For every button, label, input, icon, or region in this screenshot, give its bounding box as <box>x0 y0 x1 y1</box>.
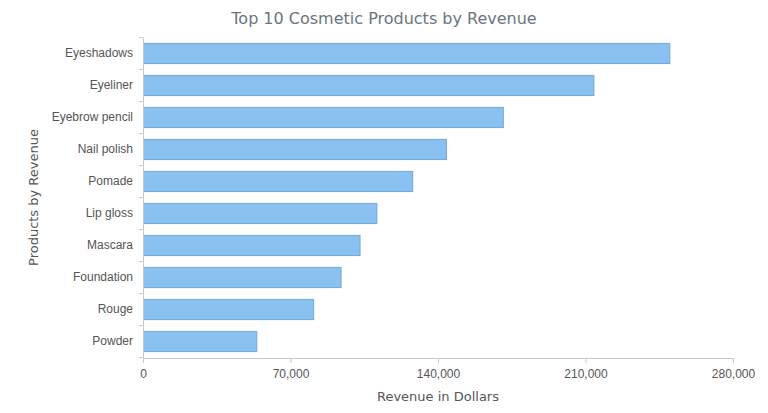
y-tick-label: Foundation <box>73 270 133 284</box>
y-tick: Eyeshadows <box>65 46 133 60</box>
chart-container: 070,000140,000210,000280,000EyeshadowsEy… <box>0 0 768 413</box>
y-tick-label: Eyeshadows <box>65 46 133 60</box>
x-axis: 0 70,000 140,000 210,000 280,000 <box>140 358 755 381</box>
x-tick-label: 0 <box>140 367 147 381</box>
y-tick-label: Eyeliner <box>90 78 133 92</box>
x-tick-mark <box>586 358 587 363</box>
y-axis: Eyeshadows Eyeliner Eyebrow pencil Nail pol… <box>52 38 144 359</box>
x-tick-label: 70,000 <box>273 367 310 381</box>
y-separator <box>139 37 143 38</box>
y-separator <box>139 357 143 358</box>
x-tick-label: 210,000 <box>564 367 608 381</box>
y-tick-label: Mascara <box>87 238 133 252</box>
bar <box>143 235 360 255</box>
bar <box>143 139 446 159</box>
y-tick: Powder <box>92 334 133 348</box>
y-tick: Foundation <box>73 270 133 284</box>
y-tick-label: Eyebrow pencil <box>52 110 133 124</box>
y-tick: Nail polish <box>78 142 133 156</box>
bar <box>143 171 413 191</box>
y-axis-line <box>143 38 144 359</box>
y-tick-label: Lip gloss <box>86 206 133 220</box>
y-separator <box>139 293 143 294</box>
x-tick: 70,000 <box>273 358 310 381</box>
x-tick: 280,000 <box>712 358 756 381</box>
x-axis-title: Revenue in Dollars <box>377 389 499 404</box>
y-tick: Eyeliner <box>90 78 133 92</box>
y-tick: Mascara <box>87 238 133 252</box>
y-tick: Rouge <box>98 302 134 316</box>
bar <box>143 299 314 319</box>
y-tick: Pomade <box>88 174 133 188</box>
y-separator <box>139 133 143 134</box>
bar <box>143 267 341 287</box>
y-separator <box>139 261 143 262</box>
x-tick: 140,000 <box>417 358 461 381</box>
y-tick-label: Powder <box>92 334 133 348</box>
bar <box>143 203 377 223</box>
y-tick: Eyebrow pencil <box>52 110 133 124</box>
y-tick: Lip gloss <box>86 206 133 220</box>
y-separator <box>139 165 143 166</box>
x-tick-mark <box>438 358 439 363</box>
bar <box>143 75 594 95</box>
x-tick-mark <box>733 358 734 363</box>
bar <box>143 107 503 127</box>
y-tick-label: Nail polish <box>78 142 133 156</box>
bar <box>143 43 670 63</box>
x-tick-label: 280,000 <box>712 367 756 381</box>
y-tick-label: Pomade <box>88 174 133 188</box>
plot: 070,000140,000210,000280,000EyeshadowsEy… <box>52 37 756 380</box>
x-tick-mark <box>291 358 292 363</box>
x-tick-mark <box>143 358 144 363</box>
y-separator <box>139 229 143 230</box>
y-separator <box>139 69 143 70</box>
y-separator <box>139 101 143 102</box>
x-tick: 0 <box>140 358 147 381</box>
y-tick-label: Rouge <box>98 302 134 316</box>
title: Top 10 Cosmetic Products by Revenue <box>230 9 536 28</box>
bar <box>143 331 257 351</box>
bars <box>143 43 670 351</box>
y-separators <box>139 37 143 357</box>
chart-svg: 070,000140,000210,000280,000EyeshadowsEy… <box>0 0 768 413</box>
y-separator <box>139 197 143 198</box>
x-tick: 210,000 <box>564 358 608 381</box>
y-axis-title: Products by Revenue <box>26 129 41 266</box>
y-separator <box>139 325 143 326</box>
x-tick-label: 140,000 <box>417 367 461 381</box>
